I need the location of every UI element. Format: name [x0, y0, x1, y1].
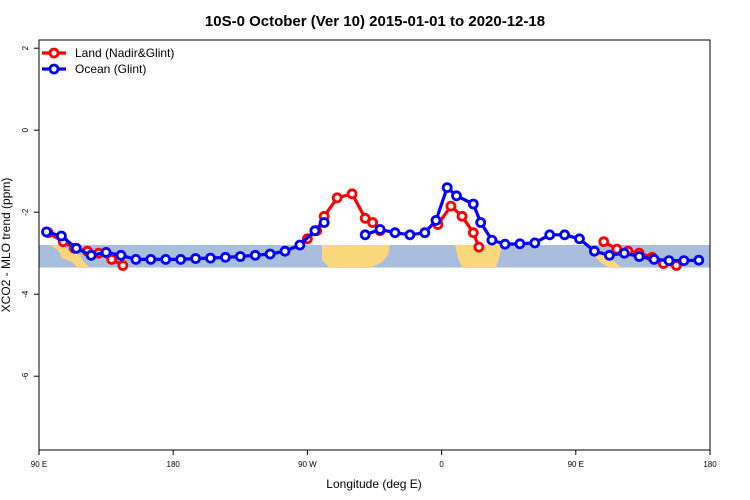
data-point: [234, 251, 246, 262]
land-patch-africa: [455, 245, 502, 268]
data-point: [486, 234, 498, 246]
legend: Land (Nadir&Glint) Ocean (Glint): [42, 46, 174, 76]
land-patch-south-america: [322, 245, 390, 268]
y-tick-label: 0: [21, 127, 30, 132]
x-tick-label: 90 W: [298, 460, 317, 469]
data-point: [190, 253, 202, 264]
land-patch-australia: [50, 245, 90, 268]
data-point: [160, 253, 172, 265]
data-point: [70, 242, 82, 254]
data-point: [633, 251, 645, 262]
legend-marker: [48, 47, 60, 59]
data-point: [544, 229, 556, 241]
data-point: [175, 253, 187, 265]
data-point: [249, 249, 261, 261]
data-point: [56, 230, 67, 242]
data-point: [404, 229, 416, 241]
data-point: [294, 239, 306, 251]
data-point: [467, 227, 479, 239]
legend-label: Land (Nadir&Glint): [75, 46, 174, 60]
y-tick-label: -2: [21, 208, 30, 216]
data-point: [441, 182, 453, 194]
data-point: [100, 246, 112, 258]
data-point: [574, 233, 585, 245]
data-point: [529, 237, 541, 249]
x-tick-label: 0: [439, 460, 444, 469]
data-point: [451, 190, 462, 202]
x-tick-label: 90 E: [31, 460, 47, 469]
y-tick-label: 2: [21, 45, 30, 50]
data-point: [318, 217, 330, 228]
x-tick-label: 180: [703, 460, 717, 469]
data-point: [419, 227, 431, 239]
data-point: [279, 245, 291, 257]
data-point: [130, 253, 142, 265]
chart-title: 10S-0 October (Ver 10) 2015-01-01 to 202…: [205, 13, 545, 30]
y-axis: 2 0 -2 -4 -6: [21, 45, 39, 380]
data-point: [693, 254, 705, 266]
data-point: [473, 241, 485, 253]
data-point: [678, 255, 690, 267]
legend-marker: [48, 63, 60, 75]
x-axis: 90 E 180 90 W 0 90 E 180: [31, 450, 717, 469]
x-tick-label: 180: [167, 460, 181, 469]
data-point: [367, 217, 379, 228]
data-point: [618, 247, 630, 259]
data-point: [467, 198, 479, 210]
data-point: [309, 225, 321, 237]
data-point: [41, 226, 52, 238]
data-point: [456, 210, 468, 222]
data-point: [648, 253, 660, 265]
series-layer: [41, 182, 705, 271]
data-point: [346, 188, 358, 200]
data-point: [559, 229, 570, 241]
data-point: [264, 248, 276, 260]
data-point: [598, 236, 610, 248]
data-point: [219, 251, 231, 263]
x-axis-label: Longitude (deg E): [326, 477, 421, 491]
legend-label: Ocean (Glint): [75, 62, 146, 76]
data-point: [445, 200, 457, 212]
data-point: [106, 253, 118, 265]
data-point: [85, 249, 97, 261]
plot-frame: [38, 39, 711, 451]
data-point: [115, 249, 127, 261]
y-tick-label: -6: [21, 372, 30, 380]
data-point: [374, 223, 386, 235]
data-point: [331, 192, 343, 204]
data-point: [117, 260, 129, 271]
series-ocean: [41, 182, 705, 267]
data-point: [145, 253, 157, 265]
data-point: [499, 238, 511, 250]
data-point: [475, 217, 487, 228]
data-point: [359, 212, 371, 224]
y-axis-label: XCO2 - MLO trend (ppm): [0, 178, 13, 313]
data-point: [514, 238, 526, 250]
data-point: [604, 249, 615, 261]
data-point: [663, 255, 675, 267]
data-point: [589, 245, 600, 257]
y-tick-label: -4: [21, 290, 30, 298]
data-point: [389, 227, 401, 239]
x-tick-label: 90 E: [568, 460, 584, 469]
data-point: [359, 229, 371, 241]
data-point: [430, 214, 442, 226]
data-point: [205, 252, 216, 264]
